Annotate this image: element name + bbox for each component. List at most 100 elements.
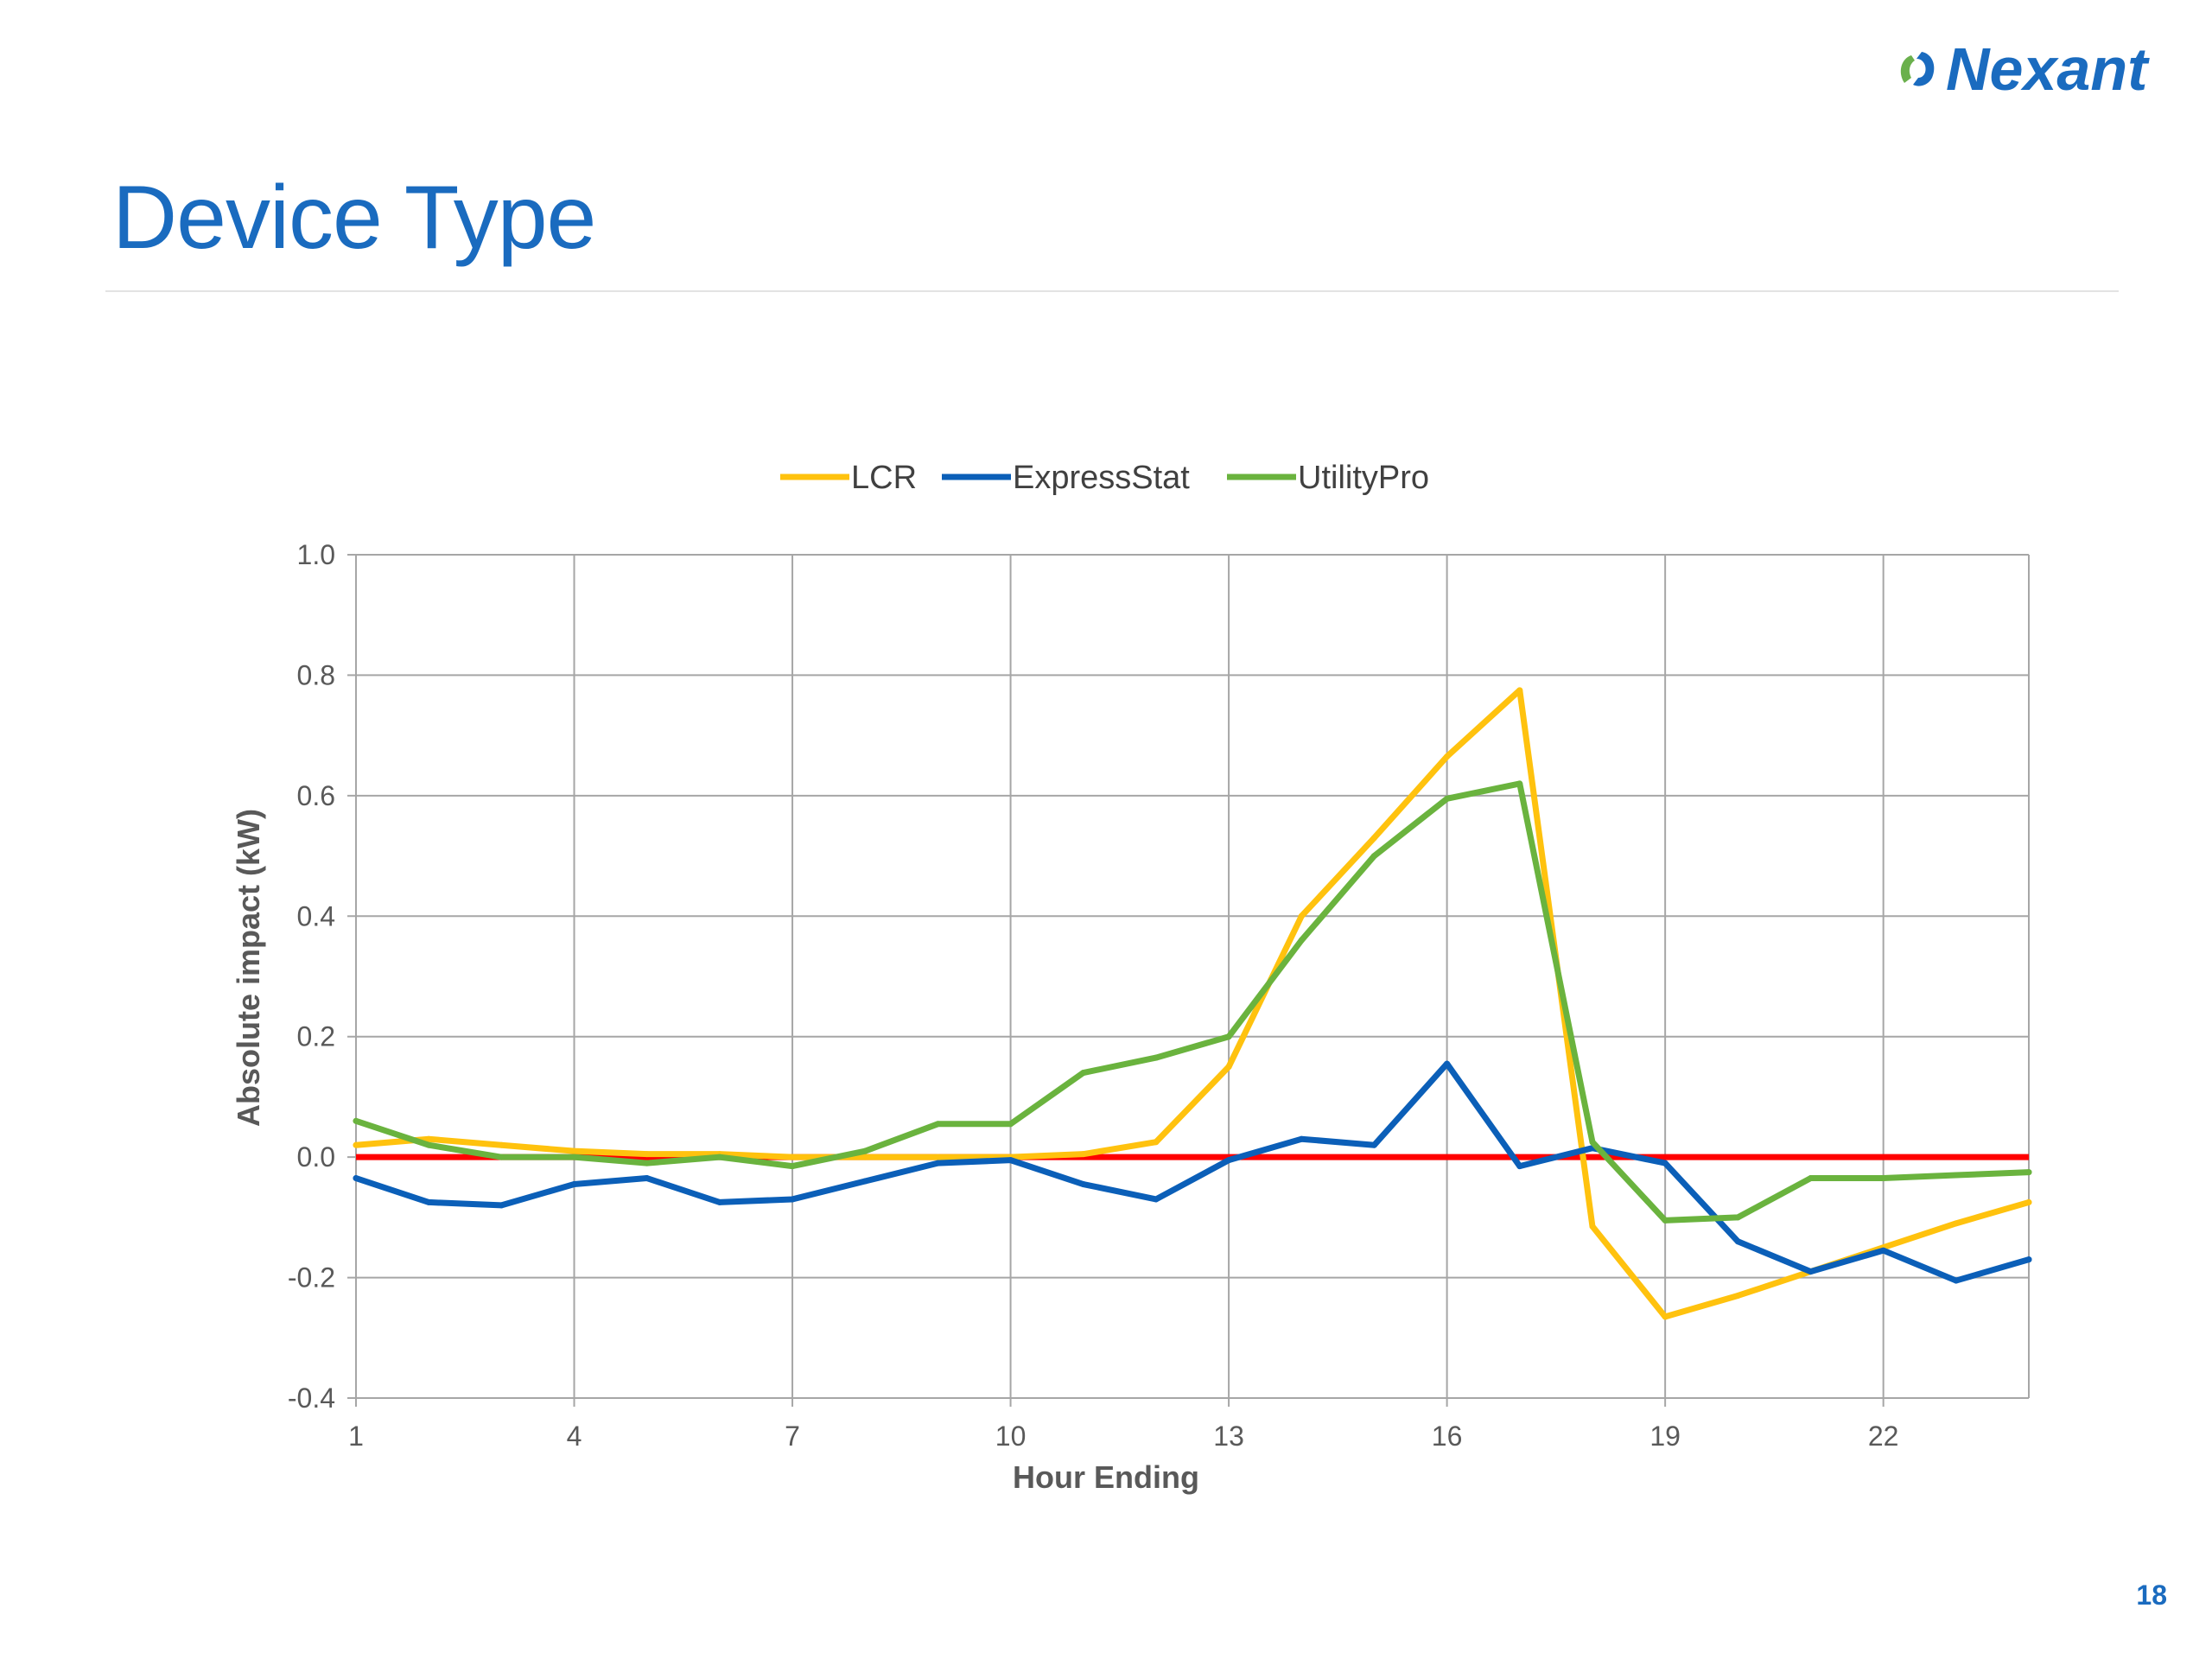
data-point — [1153, 1196, 1160, 1203]
y-tick-label: -0.2 — [288, 1262, 335, 1294]
data-point — [1589, 1139, 1596, 1146]
data-point — [1225, 1064, 1232, 1071]
data-point — [934, 1121, 941, 1128]
data-point — [1516, 780, 1523, 787]
nexant-logo: Nexant — [1892, 35, 2186, 104]
data-point — [789, 1196, 796, 1203]
data-point — [934, 1160, 941, 1166]
series-utilitypro — [353, 780, 2032, 1224]
data-point — [644, 1160, 651, 1166]
nexant-logo-mark: Nexant — [1900, 35, 2150, 103]
data-point — [1807, 1268, 1814, 1275]
data-point — [1225, 1033, 1232, 1040]
y-tick-label: 0.6 — [297, 780, 335, 811]
series-expressstat — [353, 1060, 2032, 1284]
data-point — [861, 1178, 868, 1185]
data-point — [1298, 937, 1305, 944]
data-point — [1807, 1175, 1814, 1182]
legend-item: UtilityPro — [1227, 460, 1429, 496]
y-tick-label: 0.2 — [297, 1021, 335, 1052]
data-point — [644, 1151, 651, 1158]
data-point — [644, 1175, 651, 1182]
x-tick-label: 19 — [1649, 1421, 1681, 1452]
data-point — [1225, 1157, 1232, 1164]
data-point — [1589, 1223, 1596, 1230]
data-point — [1370, 853, 1377, 860]
y-axis-title: Absolute impact (kW) — [231, 809, 266, 1127]
logo-wordmark: Nexant — [1946, 35, 2150, 103]
data-point — [353, 1175, 359, 1182]
series-layer — [353, 687, 2032, 1320]
slide-title: Device Type — [112, 168, 596, 268]
data-point — [1444, 1060, 1451, 1067]
data-point — [571, 1154, 578, 1160]
data-point — [789, 1154, 796, 1160]
data-point — [716, 1198, 723, 1205]
legend-label: ExpressStat — [1013, 460, 1190, 496]
data-point — [861, 1154, 868, 1160]
data-point — [1880, 1175, 1887, 1182]
axis-labels: Hour Ending Absolute impact (kW) — [231, 809, 1199, 1495]
data-point — [934, 1154, 941, 1160]
legend-item: ExpressStat — [942, 460, 1190, 496]
data-point — [1153, 1054, 1160, 1061]
data-point — [1298, 912, 1305, 919]
legend-label: UtilityPro — [1298, 460, 1429, 496]
data-point — [1444, 753, 1451, 760]
y-tick-label: -0.4 — [288, 1382, 335, 1414]
data-point — [1734, 1292, 1741, 1299]
data-point — [789, 1163, 796, 1170]
data-point — [1953, 1172, 1960, 1179]
y-tick-label: 1.0 — [297, 539, 335, 570]
data-point — [1007, 1121, 1014, 1128]
data-point — [1007, 1157, 1014, 1164]
data-point — [353, 1117, 359, 1124]
y-tick-label: 0.4 — [297, 900, 335, 931]
data-point — [1516, 687, 1523, 694]
data-point — [1734, 1238, 1741, 1245]
y-tick-label: 0.8 — [297, 659, 335, 690]
legend: LCR ExpressStat UtilityPro — [780, 460, 1429, 496]
data-point — [716, 1154, 723, 1160]
legend-item: LCR — [780, 460, 917, 496]
legend-label: LCR — [851, 460, 917, 496]
page-number: 18 — [2136, 1580, 2167, 1611]
data-point — [1080, 1181, 1087, 1188]
x-tick-label: 1 — [348, 1421, 364, 1452]
data-point — [498, 1141, 505, 1148]
data-point — [425, 1141, 432, 1148]
series-line — [353, 1060, 2032, 1284]
x-tick-label: 22 — [1868, 1421, 1899, 1452]
x-tick-label: 4 — [567, 1421, 582, 1452]
data-point — [2025, 1256, 2032, 1263]
data-point — [1153, 1139, 1160, 1146]
data-point — [861, 1147, 868, 1154]
data-point — [1516, 1163, 1523, 1170]
data-point — [498, 1202, 505, 1209]
data-point — [571, 1181, 578, 1188]
axes: -0.4 -0.2 0.0 0.2 0.4 0.6 0.8 1.0 1 4 7 10 13 16 19 22 — [288, 539, 1899, 1452]
data-point — [1662, 1217, 1669, 1224]
data-point — [1662, 1313, 1669, 1320]
x-tick-label: 7 — [785, 1421, 800, 1452]
grid — [347, 554, 2030, 1407]
y-tick-label: 0.0 — [297, 1141, 335, 1173]
x-tick-label: 16 — [1432, 1421, 1463, 1452]
data-point — [1080, 1070, 1087, 1077]
data-point — [1370, 835, 1377, 842]
data-point — [1370, 1141, 1377, 1148]
data-point — [353, 1141, 359, 1148]
title-divider — [105, 290, 2119, 292]
data-point — [1953, 1277, 1960, 1284]
data-point — [2025, 1169, 2032, 1176]
x-tick-label: 10 — [995, 1421, 1027, 1452]
x-tick-label: 13 — [1213, 1421, 1244, 1452]
data-point — [425, 1135, 432, 1142]
data-point — [1080, 1151, 1087, 1158]
data-point — [425, 1198, 432, 1205]
data-point — [1953, 1220, 1960, 1227]
data-point — [498, 1154, 505, 1160]
data-point — [1444, 795, 1451, 802]
data-point — [1880, 1247, 1887, 1254]
